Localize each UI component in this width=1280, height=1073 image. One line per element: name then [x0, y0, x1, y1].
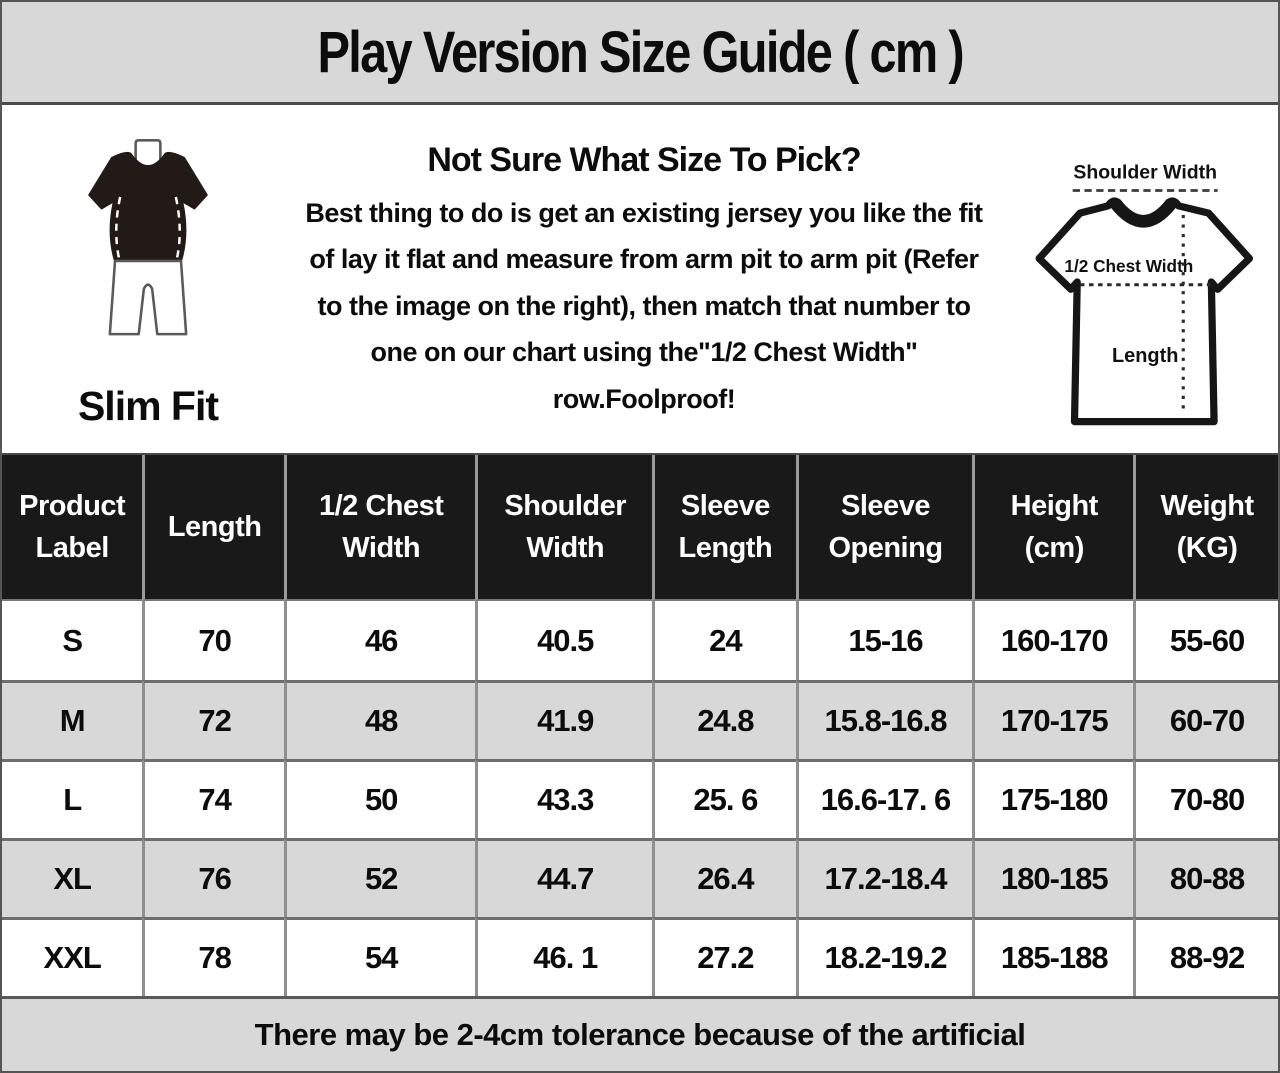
size-cell: XL — [2, 838, 143, 917]
size-cell: 185-188 — [972, 917, 1134, 996]
size-cell: XXL — [2, 917, 143, 996]
size-cell: 180-185 — [972, 838, 1134, 917]
chest-width-label: 1/2 Chest Width — [1064, 256, 1193, 276]
guide-body: Best thing to do is get an existing jers… — [305, 198, 983, 414]
size-cell: 170-175 — [972, 680, 1134, 759]
size-cell: 50 — [283, 759, 476, 838]
table-row-xl: XL 76 52 44.7 26.4 17.2-18.4 180-185 80-… — [2, 838, 1278, 917]
size-cell: 18.2-19.2 — [795, 917, 973, 996]
size-cell: 76 — [142, 838, 284, 917]
length-label: Length — [1111, 345, 1177, 367]
tolerance-text: There may be 2-4cm tolerance because of … — [254, 1017, 1026, 1052]
size-cell: M — [2, 680, 143, 759]
table-row-xxl: XXL 78 54 46. 1 27.2 18.2-19.2 185-188 8… — [2, 917, 1278, 996]
size-cell: 80-88 — [1133, 838, 1278, 917]
measurement-diagram-block: Shoulder Width 1/2 Chest Width Length — [994, 105, 1278, 453]
tshirt-measurement-diagram: Shoulder Width 1/2 Chest Width Length — [1035, 162, 1253, 426]
table-row-m: M 72 48 41.9 24.8 15.8-16.8 170-175 60-7… — [2, 680, 1278, 759]
mannequin-icon — [88, 139, 208, 336]
size-cell: 15-16 — [795, 601, 973, 680]
size-cell: 54 — [283, 917, 476, 996]
shoulder-width-label: Shoulder Width — [1073, 162, 1217, 184]
size-cell: 160-170 — [972, 601, 1133, 680]
guide-heading: Not Sure What Size To Pick? — [427, 141, 861, 179]
size-cell: 15.8-16.8 — [795, 680, 973, 759]
size-cell: 72 — [142, 680, 284, 759]
header-row: Product Label Length 1/2 Chest Width Sho… — [2, 455, 1278, 601]
size-cell: L — [2, 759, 143, 838]
size-cell: 25. 6 — [652, 759, 796, 838]
collar-icon — [1108, 200, 1178, 228]
size-cell: 55-60 — [1133, 601, 1278, 680]
size-cell: 43.3 — [475, 759, 653, 838]
guide-text-block: Not Sure What Size To Pick? Best thing t… — [294, 105, 994, 453]
size-cell: 44.7 — [475, 838, 653, 917]
size-cell: 24 — [652, 601, 796, 680]
size-cell: 40.5 — [475, 601, 652, 680]
size-cell: S — [62, 622, 83, 658]
size-cell: 27.2 — [652, 917, 796, 996]
column-header: Weight (KG) — [1133, 455, 1278, 601]
column-header: Product Label — [2, 455, 143, 601]
table-row-s: S 70 46 40.5 24 15-16 160-170 55-60 — [2, 601, 1278, 680]
size-cell: 78 — [142, 917, 284, 996]
size-cell: 46. 1 — [475, 917, 653, 996]
column-header: 1/2 Chest Width — [283, 455, 476, 601]
size-cell: 175-180 — [972, 759, 1134, 838]
size-table: Product Label Length 1/2 Chest Width Sho… — [2, 455, 1278, 996]
tshirt-outline-icon — [1035, 197, 1253, 426]
size-cell: 26.4 — [652, 838, 796, 917]
size-cell: 70-80 — [1133, 759, 1278, 838]
size-cell: 70 — [142, 601, 284, 680]
column-header: Length — [142, 455, 284, 601]
size-cell: 88-92 — [1133, 917, 1278, 996]
size-cell: 17.2-18.4 — [795, 838, 973, 917]
column-header: Sleeve Opening — [795, 455, 973, 601]
info-section: Slim Fit Not Sure What Size To Pick? Bes… — [2, 105, 1278, 455]
table-row-l: L 74 50 43.3 25. 6 16.6-17. 6 175-180 70… — [2, 759, 1278, 838]
size-cell: 52 — [283, 838, 476, 917]
tolerance-note: There may be 2-4cm tolerance because of … — [2, 996, 1278, 1071]
page-title: Play Version Size Guide ( cm ) — [317, 19, 964, 85]
fit-illustration-block: Slim Fit — [2, 105, 294, 453]
size-cell: 16.6-17. 6 — [795, 759, 973, 838]
size-cell: 74 — [142, 759, 284, 838]
size-cell: 46 — [283, 601, 475, 680]
title-band: Play Version Size Guide ( cm ) — [2, 2, 1278, 105]
size-cell: 48 — [283, 680, 476, 759]
size-cell: 24.8 — [652, 680, 796, 759]
size-cell: 60-70 — [1133, 680, 1278, 759]
column-header: Shoulder Width — [475, 455, 653, 601]
size-cell: 41.9 — [475, 680, 653, 759]
column-header: Sleeve Length — [652, 455, 796, 601]
column-header: Height (cm) — [972, 455, 1134, 601]
fit-label: Slim Fit — [77, 383, 219, 429]
